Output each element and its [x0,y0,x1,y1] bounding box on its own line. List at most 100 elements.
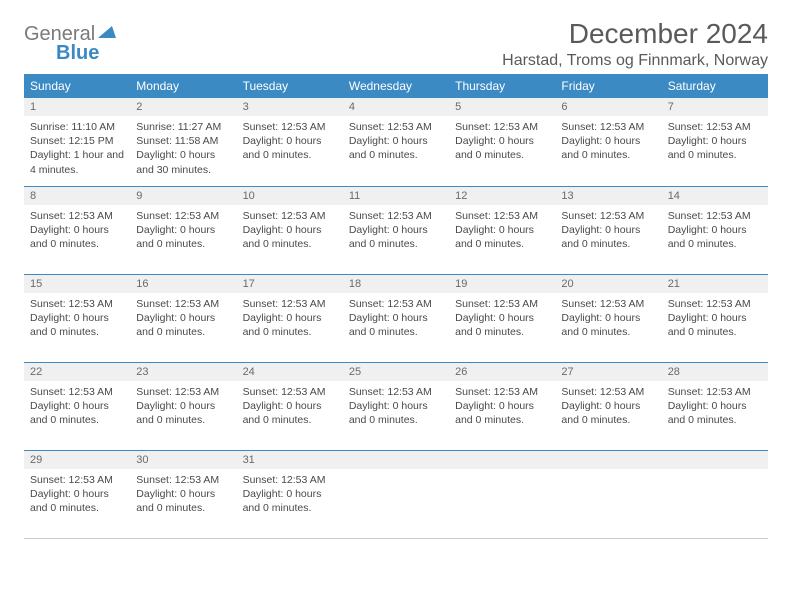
day-number: 12 [449,187,555,205]
calendar-day-cell: 23Sunset: 12:53 AMDaylight: 0 hours and … [130,362,236,450]
calendar-day-cell: 3Sunset: 12:53 AMDaylight: 0 hours and 0… [237,98,343,186]
day-info-line: Sunrise: 11:27 AM [136,120,230,134]
day-info-line: Sunset: 12:53 AM [349,297,443,311]
calendar-day-cell: 31Sunset: 12:53 AMDaylight: 0 hours and … [237,450,343,538]
day-content: Sunset: 12:53 AMDaylight: 0 hours and 0 … [449,205,555,256]
calendar-week-row: 1Sunrise: 11:10 AMSunset: 12:15 PMDaylig… [24,98,768,186]
calendar-day-cell: 20Sunset: 12:53 AMDaylight: 0 hours and … [555,274,661,362]
calendar-day-cell: 18Sunset: 12:53 AMDaylight: 0 hours and … [343,274,449,362]
day-info-line: Daylight: 0 hours and 0 minutes. [30,487,124,515]
page-title: December 2024 [502,18,768,50]
logo-text: General Blue [24,24,116,63]
day-info-line: Sunset: 11:58 AM [136,134,230,148]
day-info-line: Sunset: 12:53 AM [455,120,549,134]
title-block: December 2024 Harstad, Troms og Finnmark… [502,18,768,70]
day-info-line: Sunset: 12:53 AM [561,209,655,223]
day-number: 29 [24,451,130,469]
calendar-day-cell: 30Sunset: 12:53 AMDaylight: 0 hours and … [130,450,236,538]
day-content: Sunset: 12:53 AMDaylight: 0 hours and 0 … [343,116,449,167]
day-info-line: Daylight: 0 hours and 0 minutes. [561,311,655,339]
day-info-line: Daylight: 0 hours and 0 minutes. [136,399,230,427]
day-content: Sunset: 12:53 AMDaylight: 0 hours and 0 … [130,469,236,520]
day-number: 20 [555,275,661,293]
day-number: 4 [343,98,449,116]
day-content: Sunset: 12:53 AMDaylight: 0 hours and 0 … [24,293,130,344]
day-number: 2 [130,98,236,116]
day-info-line: Sunset: 12:53 AM [668,209,762,223]
day-info-line: Daylight: 0 hours and 0 minutes. [561,399,655,427]
calendar-day-cell: 21Sunset: 12:53 AMDaylight: 0 hours and … [662,274,768,362]
day-info-line: Sunset: 12:53 AM [349,385,443,399]
day-content: Sunset: 12:53 AMDaylight: 0 hours and 0 … [555,205,661,256]
day-content: Sunset: 12:53 AMDaylight: 0 hours and 0 … [662,205,768,256]
day-info-line: Daylight: 0 hours and 0 minutes. [30,223,124,251]
calendar-day-cell: 17Sunset: 12:53 AMDaylight: 0 hours and … [237,274,343,362]
day-info-line: Daylight: 0 hours and 0 minutes. [561,223,655,251]
calendar-day-cell: 2Sunrise: 11:27 AMSunset: 11:58 AMDaylig… [130,98,236,186]
day-info-line: Daylight: 0 hours and 0 minutes. [455,311,549,339]
day-content: Sunset: 12:53 AMDaylight: 0 hours and 0 … [662,116,768,167]
day-info-line: Sunset: 12:53 AM [455,385,549,399]
calendar-week-row: 29Sunset: 12:53 AMDaylight: 0 hours and … [24,450,768,538]
calendar-table: SundayMondayTuesdayWednesdayThursdayFrid… [24,74,768,539]
calendar-day-cell: 26Sunset: 12:53 AMDaylight: 0 hours and … [449,362,555,450]
day-number: 7 [662,98,768,116]
day-number [343,451,449,469]
day-content: Sunset: 12:53 AMDaylight: 0 hours and 0 … [24,469,130,520]
day-info-line: Daylight: 0 hours and 0 minutes. [243,399,337,427]
weekday-header: Sunday [24,74,130,98]
day-content [343,469,449,477]
calendar-day-cell [449,450,555,538]
day-number: 14 [662,187,768,205]
calendar-day-cell: 4Sunset: 12:53 AMDaylight: 0 hours and 0… [343,98,449,186]
calendar-week-row: 22Sunset: 12:53 AMDaylight: 0 hours and … [24,362,768,450]
day-content: Sunset: 12:53 AMDaylight: 0 hours and 0 … [24,205,130,256]
day-number: 6 [555,98,661,116]
day-info-line: Daylight: 0 hours and 0 minutes. [349,399,443,427]
day-info-line: Sunset: 12:53 AM [30,209,124,223]
logo-line2: Blue [56,43,116,63]
day-content [449,469,555,477]
calendar-day-cell: 15Sunset: 12:53 AMDaylight: 0 hours and … [24,274,130,362]
day-content: Sunset: 12:53 AMDaylight: 0 hours and 0 … [555,381,661,432]
day-content: Sunset: 12:53 AMDaylight: 0 hours and 0 … [662,293,768,344]
calendar-day-cell: 13Sunset: 12:53 AMDaylight: 0 hours and … [555,186,661,274]
day-number: 24 [237,363,343,381]
day-info-line: Daylight: 0 hours and 0 minutes. [455,134,549,162]
day-info-line: Sunset: 12:53 AM [668,297,762,311]
day-info-line: Daylight: 0 hours and 0 minutes. [243,311,337,339]
day-info-line: Sunset: 12:53 AM [561,120,655,134]
calendar-day-cell: 25Sunset: 12:53 AMDaylight: 0 hours and … [343,362,449,450]
day-content: Sunset: 12:53 AMDaylight: 0 hours and 0 … [555,293,661,344]
day-content: Sunset: 12:53 AMDaylight: 0 hours and 0 … [449,116,555,167]
day-info-line: Sunset: 12:53 AM [455,297,549,311]
day-info-line: Sunset: 12:53 AM [349,209,443,223]
day-info-line: Daylight: 0 hours and 0 minutes. [455,223,549,251]
day-info-line: Sunset: 12:53 AM [349,120,443,134]
day-info-line: Sunset: 12:53 AM [30,473,124,487]
calendar-day-cell: 6Sunset: 12:53 AMDaylight: 0 hours and 0… [555,98,661,186]
day-info-line: Daylight: 0 hours and 0 minutes. [243,134,337,162]
calendar-day-cell: 14Sunset: 12:53 AMDaylight: 0 hours and … [662,186,768,274]
weekday-header: Monday [130,74,236,98]
day-content [662,469,768,477]
calendar-day-cell [555,450,661,538]
calendar-day-cell: 28Sunset: 12:53 AMDaylight: 0 hours and … [662,362,768,450]
weekday-header: Wednesday [343,74,449,98]
day-info-line: Sunset: 12:53 AM [243,473,337,487]
day-number: 3 [237,98,343,116]
day-number: 26 [449,363,555,381]
calendar-day-cell: 10Sunset: 12:53 AMDaylight: 0 hours and … [237,186,343,274]
day-number [555,451,661,469]
calendar-day-cell: 12Sunset: 12:53 AMDaylight: 0 hours and … [449,186,555,274]
day-number: 13 [555,187,661,205]
day-info-line: Daylight: 0 hours and 0 minutes. [349,134,443,162]
day-info-line: Sunset: 12:53 AM [136,209,230,223]
calendar-week-row: 8Sunset: 12:53 AMDaylight: 0 hours and 0… [24,186,768,274]
day-content: Sunset: 12:53 AMDaylight: 0 hours and 0 … [237,293,343,344]
day-info-line: Daylight: 0 hours and 0 minutes. [561,134,655,162]
day-info-line: Sunset: 12:53 AM [30,385,124,399]
day-content: Sunset: 12:53 AMDaylight: 0 hours and 0 … [555,116,661,167]
day-info-line: Sunset: 12:53 AM [136,385,230,399]
day-info-line: Sunset: 12:15 PM [30,134,124,148]
